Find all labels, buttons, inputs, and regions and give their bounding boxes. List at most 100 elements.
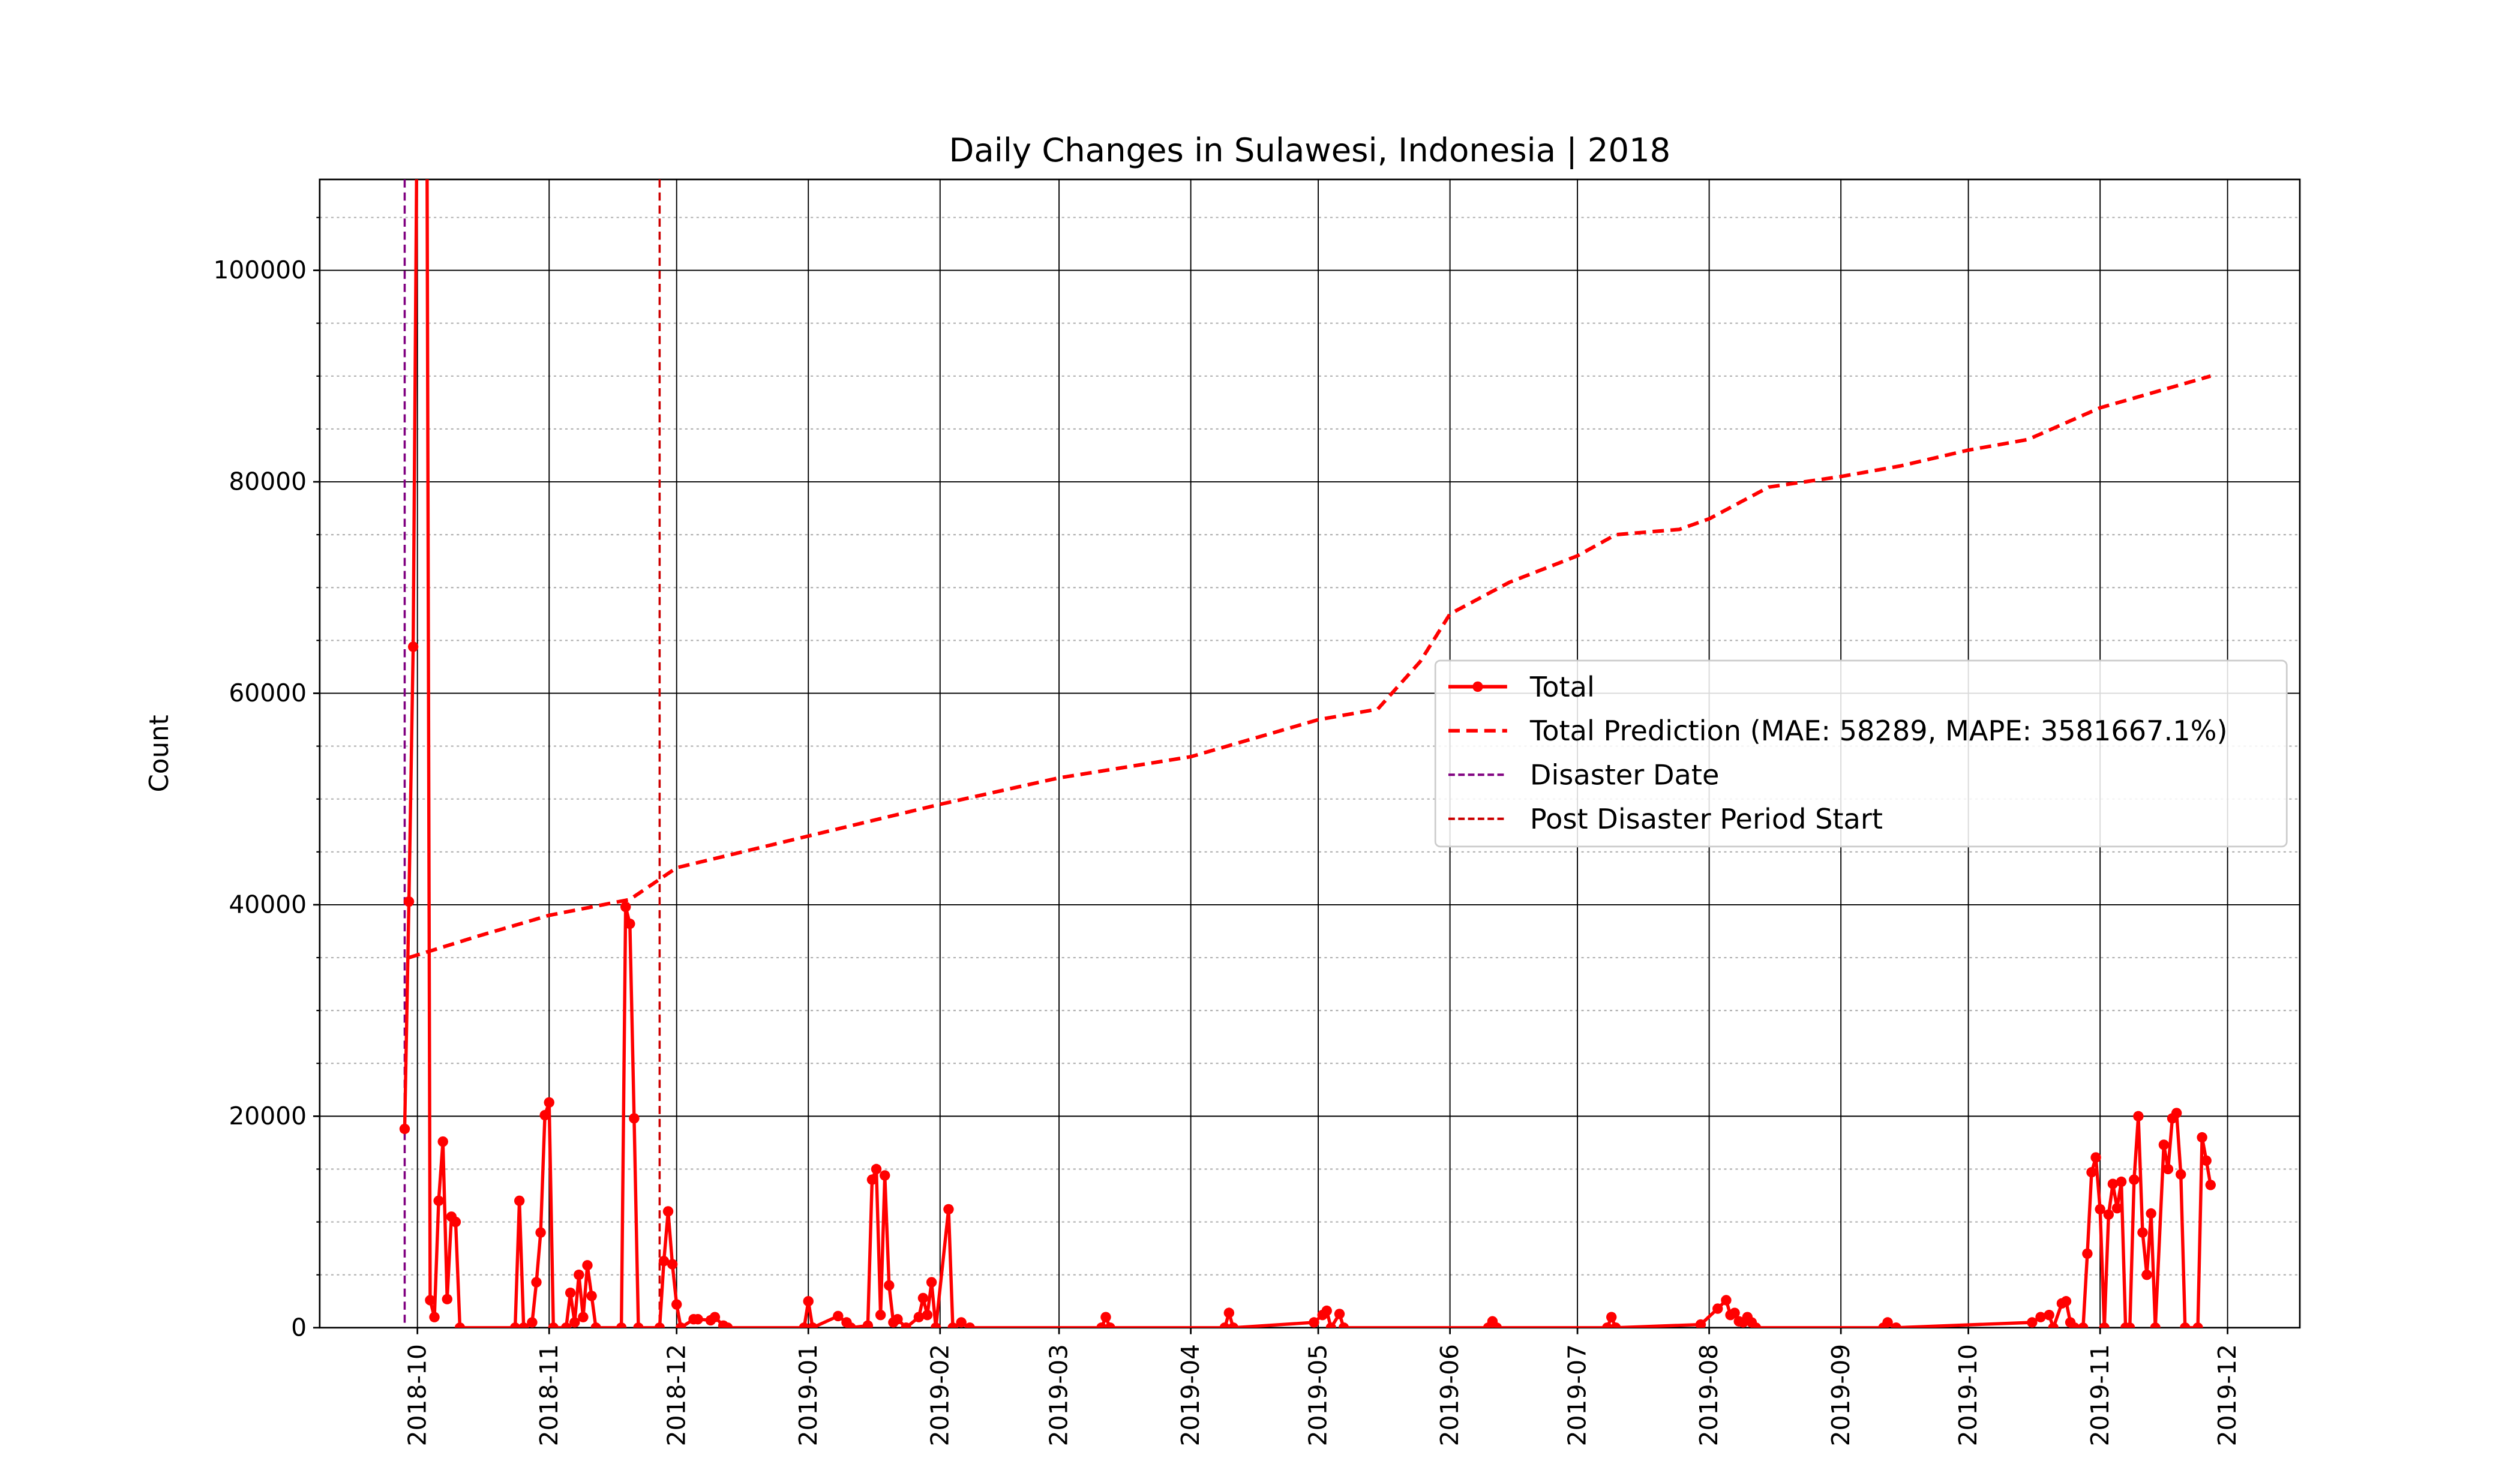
- x-tick-label: 2019-06: [1435, 1344, 1464, 1446]
- data-point: [1729, 1307, 1740, 1318]
- data-point: [454, 1322, 466, 1328]
- data-point: [1105, 1322, 1115, 1328]
- y-tick-label: 100000: [213, 256, 307, 284]
- data-point: [880, 1170, 890, 1181]
- data-point: [544, 1097, 554, 1108]
- data-point: [539, 1109, 550, 1121]
- data-point: [2090, 1152, 2101, 1163]
- data-point: [2150, 1322, 2161, 1328]
- data-point: [633, 1322, 644, 1328]
- data-point: [2044, 1309, 2054, 1321]
- data-point: [2027, 1317, 2038, 1328]
- x-tick-label: 2019-10: [1954, 1344, 1982, 1446]
- data-point: [2133, 1111, 2144, 1122]
- data-point: [722, 1322, 733, 1328]
- y-tick-label: 60000: [229, 679, 307, 707]
- data-point: [616, 1322, 627, 1328]
- data-point: [527, 1317, 538, 1328]
- data-point: [1100, 1312, 1111, 1322]
- data-point: [1721, 1295, 1732, 1306]
- data-point: [917, 1292, 929, 1304]
- data-point: [442, 1294, 452, 1304]
- y-tick-label: 20000: [229, 1102, 307, 1130]
- data-point: [425, 1295, 436, 1306]
- data-point: [2197, 1132, 2207, 1143]
- data-point: [803, 1296, 814, 1307]
- data-point: [2146, 1208, 2156, 1219]
- data-point: [2141, 1270, 2152, 1280]
- y-tick-label: 80000: [229, 467, 307, 496]
- data-point: [671, 1299, 682, 1310]
- x-tick-label: 2018-11: [535, 1344, 563, 1446]
- data-point: [1334, 1309, 1345, 1319]
- data-point: [1491, 1322, 1502, 1328]
- legend-label: Disaster Date: [1530, 759, 1720, 791]
- data-point: [560, 1322, 572, 1328]
- data-point: [1325, 1322, 1337, 1328]
- data-point: [2035, 1312, 2046, 1322]
- data-point: [654, 1322, 665, 1328]
- data-point: [871, 1163, 882, 1175]
- data-point: [2086, 1167, 2097, 1178]
- data-point: [709, 1312, 721, 1322]
- data-point: [1610, 1322, 1621, 1328]
- data-point: [913, 1312, 925, 1322]
- data-point: [807, 1322, 818, 1328]
- data-point: [884, 1280, 895, 1291]
- data-point: [2095, 1204, 2105, 1215]
- data-point: [901, 1322, 911, 1328]
- legend: Total Total Prediction (MAE: 58289, MAPE:…: [1434, 659, 2288, 848]
- data-point: [1338, 1322, 1349, 1328]
- data-point: [1606, 1312, 1617, 1322]
- data-point: [676, 1322, 686, 1328]
- data-point: [2111, 1202, 2123, 1214]
- plot-frame: [319, 178, 2301, 1329]
- data-point: [947, 1322, 958, 1328]
- data-point: [407, 641, 419, 652]
- data-point: [2176, 1169, 2186, 1180]
- data-point: [2201, 1155, 2212, 1166]
- x-tick-label: 2019-03: [1045, 1344, 1073, 1446]
- data-point: [2078, 1322, 2089, 1328]
- data-point: [2082, 1248, 2093, 1259]
- data-point: [2158, 1139, 2170, 1150]
- data-point: [845, 1322, 856, 1328]
- legend-label: Post Disaster Period Start: [1530, 803, 1883, 835]
- data-point: [2162, 1163, 2174, 1175]
- y-tick-label: 40000: [229, 890, 307, 919]
- data-point: [964, 1322, 976, 1328]
- data-point: [429, 1312, 440, 1322]
- data-point: [574, 1270, 584, 1280]
- data-point: [2060, 1296, 2072, 1307]
- x-tick-label: 2019-05: [1304, 1344, 1333, 1446]
- data-point: [2137, 1227, 2148, 1238]
- data-point: [403, 896, 415, 907]
- data-point: [548, 1322, 559, 1328]
- data-point: [1228, 1322, 1239, 1328]
- legend-marker: [1472, 681, 1483, 692]
- data-point: [2171, 1108, 2182, 1118]
- data-point: [956, 1317, 967, 1328]
- data-point: [569, 1317, 580, 1328]
- y-tick-label: 0: [291, 1313, 307, 1342]
- data-point: [667, 1259, 678, 1270]
- data-point: [578, 1312, 589, 1322]
- x-tick-label: 2018-10: [403, 1344, 431, 1446]
- x-tick-label: 2019-04: [1176, 1344, 1205, 1446]
- data-point: [926, 1277, 937, 1288]
- data-point: [2107, 1178, 2119, 1189]
- data-point: [1712, 1303, 1723, 1314]
- data-point: [2116, 1176, 2127, 1187]
- x-tick-label: 2019-09: [1826, 1344, 1855, 1446]
- data-point: [433, 1195, 444, 1207]
- data-point: [892, 1314, 903, 1325]
- data-point: [1601, 1322, 1613, 1328]
- data-point: [514, 1195, 525, 1207]
- data-point: [412, 53, 422, 64]
- data-point: [658, 1256, 670, 1267]
- data-point: [931, 1322, 941, 1328]
- data-point: [922, 1309, 933, 1321]
- data-point: [2103, 1209, 2114, 1220]
- data-point: [875, 1309, 886, 1321]
